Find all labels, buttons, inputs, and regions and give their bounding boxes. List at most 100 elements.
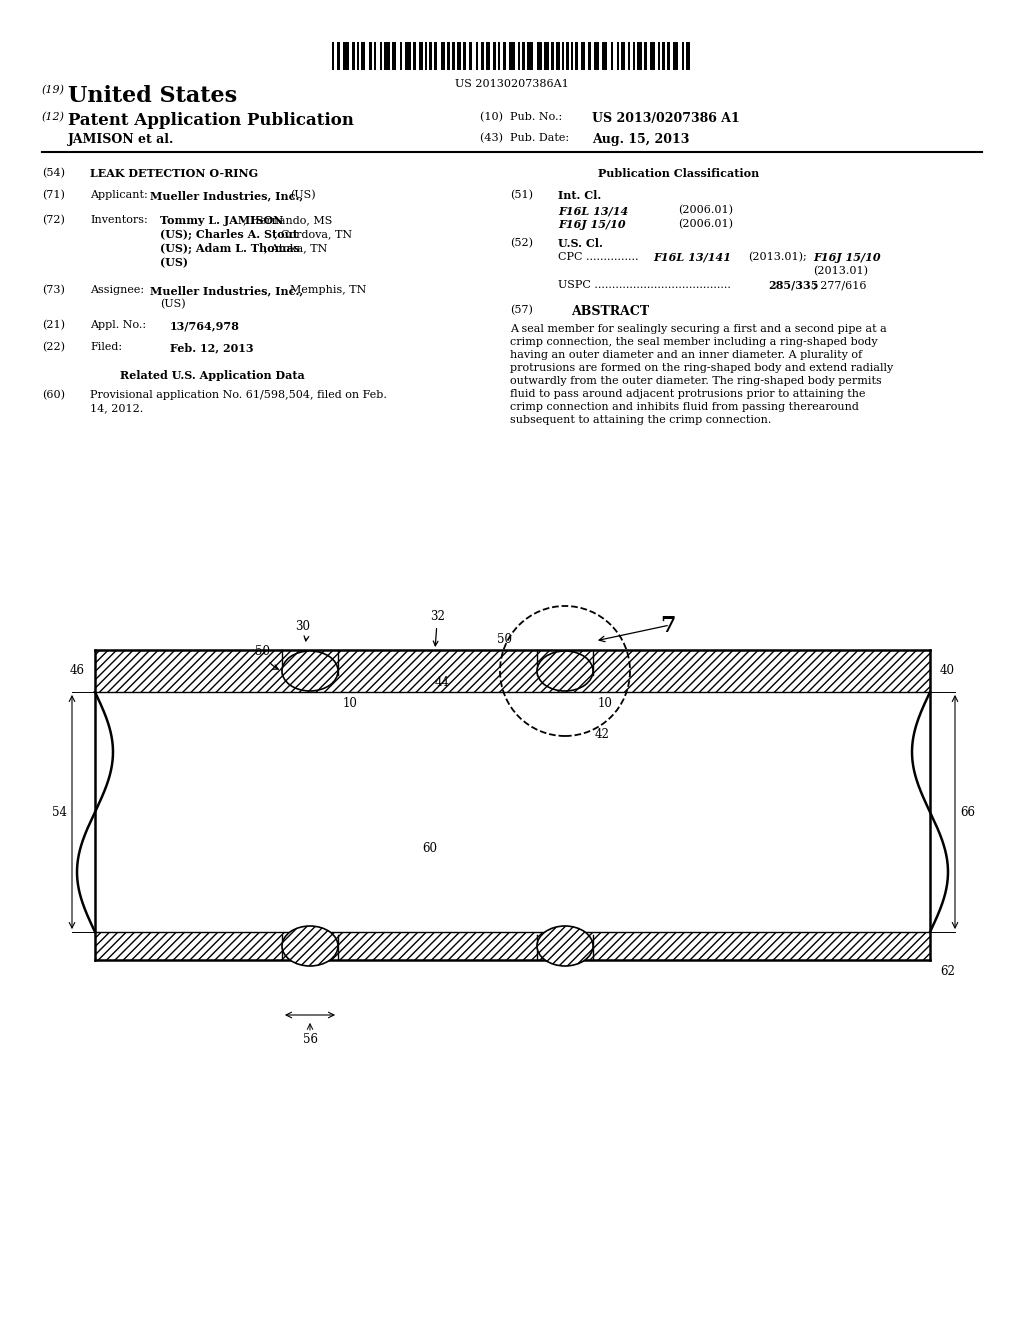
Text: protrusions are formed on the ring-shaped body and extend radially: protrusions are formed on the ring-shape… (510, 363, 893, 374)
Bar (452, 42, 455, 70)
Bar (441, 42, 445, 70)
Bar (650, 42, 655, 70)
Bar (357, 42, 359, 70)
Bar (621, 42, 625, 70)
Text: , Cordova, TN: , Cordova, TN (274, 228, 352, 239)
Bar (457, 42, 461, 70)
Text: (US): (US) (290, 190, 315, 201)
Ellipse shape (282, 927, 338, 966)
Text: subsequent to attaining the crimp connection.: subsequent to attaining the crimp connec… (510, 414, 771, 425)
Text: fluid to pass around adjacent protrusions prior to attaining the: fluid to pass around adjacent protrusion… (510, 389, 865, 399)
Text: Filed:: Filed: (90, 342, 122, 352)
Bar (463, 42, 466, 70)
Text: 32: 32 (430, 610, 444, 645)
Text: A seal member for sealingly securing a first and a second pipe at a: A seal member for sealingly securing a f… (510, 323, 887, 334)
Text: Related U.S. Application Data: Related U.S. Application Data (120, 370, 305, 381)
Text: (21): (21) (42, 319, 65, 330)
Bar (400, 42, 402, 70)
Bar (406, 42, 411, 70)
Text: U.S. Cl.: U.S. Cl. (558, 238, 603, 249)
Text: F16J 15/10: F16J 15/10 (813, 252, 881, 263)
Bar (45, 590, 980, 1090)
Ellipse shape (537, 651, 593, 690)
Text: (57): (57) (510, 305, 532, 315)
Bar (498, 42, 500, 70)
Bar (413, 42, 416, 70)
Text: Inventors:: Inventors: (90, 215, 147, 224)
Text: Publication Classification: Publication Classification (598, 168, 759, 180)
Bar (551, 42, 554, 70)
Bar (493, 42, 496, 70)
Text: 10: 10 (598, 697, 613, 710)
Bar (352, 42, 355, 70)
Text: 62: 62 (940, 965, 954, 978)
Bar (369, 42, 372, 70)
Text: (54): (54) (42, 168, 65, 178)
Ellipse shape (537, 927, 593, 966)
Bar (658, 42, 660, 70)
Bar (476, 42, 478, 70)
Text: Patent Application Publication: Patent Application Publication (68, 112, 354, 129)
Bar (633, 42, 635, 70)
Text: 42: 42 (595, 729, 610, 741)
Text: (US); Adam L. Thomas: (US); Adam L. Thomas (160, 243, 300, 255)
Text: Tommy L. JAMISON: Tommy L. JAMISON (160, 215, 284, 226)
Text: 46: 46 (70, 664, 85, 677)
Bar (673, 42, 678, 70)
Text: 56: 56 (302, 1034, 317, 1045)
Text: F16L 13/141: F16L 13/141 (653, 252, 731, 263)
Bar (581, 42, 585, 70)
Bar (562, 42, 564, 70)
Bar (602, 42, 607, 70)
Bar (566, 42, 569, 70)
Bar (575, 42, 578, 70)
Text: CPC ...............: CPC ............... (558, 252, 639, 261)
Text: Assignee:: Assignee: (90, 285, 144, 294)
Bar (380, 42, 382, 70)
Text: ABSTRACT: ABSTRACT (571, 305, 649, 318)
Text: crimp connection and inhibits fluid from passing therearound: crimp connection and inhibits fluid from… (510, 403, 859, 412)
Text: F16L 13/14: F16L 13/14 (558, 205, 629, 216)
Text: 10: 10 (343, 697, 357, 710)
Bar (384, 42, 390, 70)
Text: (19): (19) (42, 84, 65, 95)
Bar (361, 42, 365, 70)
Text: (2006.01): (2006.01) (678, 219, 733, 230)
Text: United States: United States (68, 84, 238, 107)
Text: Aug. 15, 2013: Aug. 15, 2013 (592, 133, 689, 147)
Bar (637, 42, 642, 70)
Bar (425, 42, 427, 70)
Bar (617, 42, 618, 70)
Text: Feb. 12, 2013: Feb. 12, 2013 (170, 342, 254, 352)
Text: Int. Cl.: Int. Cl. (558, 190, 601, 201)
Text: (52): (52) (510, 238, 534, 248)
Text: (2013.01): (2013.01) (813, 267, 868, 276)
Text: (US); Charles A. Stout: (US); Charles A. Stout (160, 228, 298, 240)
Text: Mueller Industries, Inc.,: Mueller Industries, Inc., (150, 285, 303, 296)
Text: having an outer diameter and an inner diameter. A plurality of: having an outer diameter and an inner di… (510, 350, 862, 360)
Text: (10)  Pub. No.:: (10) Pub. No.: (480, 112, 562, 123)
Text: (2006.01): (2006.01) (678, 205, 733, 215)
Text: US 2013/0207386 A1: US 2013/0207386 A1 (592, 112, 739, 125)
Text: Applicant:: Applicant: (90, 190, 147, 201)
Bar (594, 42, 599, 70)
Bar (611, 42, 613, 70)
Text: , Hernando, MS: , Hernando, MS (244, 215, 333, 224)
Bar (588, 42, 591, 70)
Bar (509, 42, 515, 70)
Text: 13/764,978: 13/764,978 (170, 319, 240, 331)
Text: JAMISON et al.: JAMISON et al. (68, 133, 174, 147)
Text: Appl. No.:: Appl. No.: (90, 319, 146, 330)
Bar (429, 42, 432, 70)
Text: US 20130207386A1: US 20130207386A1 (455, 79, 569, 88)
Text: 66: 66 (961, 805, 975, 818)
Text: (72): (72) (42, 215, 65, 226)
Text: (73): (73) (42, 285, 65, 296)
Bar (419, 42, 423, 70)
Bar (332, 42, 334, 70)
Bar (544, 42, 549, 70)
Text: 40: 40 (940, 664, 955, 677)
Text: ; 277/616: ; 277/616 (813, 280, 866, 290)
Text: 54: 54 (52, 805, 67, 818)
Text: USPC .......................................: USPC ...................................… (558, 280, 731, 290)
